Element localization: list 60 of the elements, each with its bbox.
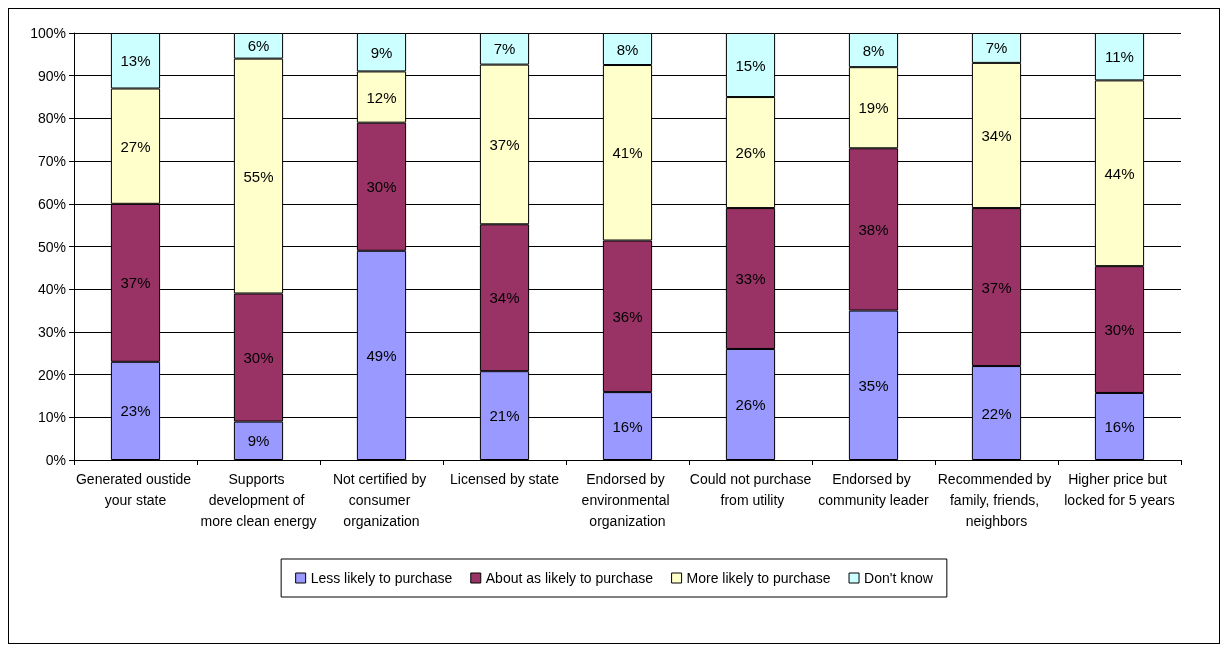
data-label: 12%	[366, 88, 397, 106]
data-label: 23%	[120, 402, 151, 420]
y-tick-label: 80%	[37, 110, 66, 127]
y-tick-label: 30%	[37, 323, 66, 340]
data-label: 49%	[366, 346, 397, 364]
x-tick-label: Higher price but locked for 5 years	[1064, 470, 1175, 508]
x-tick-label: Supports development of more clean energy	[200, 470, 317, 529]
data-label: 11%	[1105, 48, 1134, 66]
y-tick-label: 10%	[37, 409, 66, 426]
data-label: 7%	[985, 39, 1008, 57]
data-label: 44%	[1104, 164, 1135, 182]
data-label: 7%	[493, 40, 516, 58]
y-tick-label: 0%	[45, 452, 66, 468]
data-label: 41%	[612, 144, 643, 162]
data-label: 9%	[247, 432, 270, 450]
data-label: 30%	[366, 178, 397, 196]
x-tick-label: Endorsed by environmental organization	[581, 470, 674, 529]
x-tick-label: Licensed by state	[450, 470, 560, 487]
data-label: 13%	[120, 52, 151, 70]
data-label: 34%	[981, 126, 1012, 144]
data-label: 55%	[243, 167, 274, 185]
data-label: 9%	[370, 43, 393, 61]
data-label: 37%	[489, 135, 520, 153]
legend-label: More likely to purchase	[686, 570, 831, 586]
legend-label: Less likely to purchase	[310, 570, 453, 586]
data-label: 19%	[858, 99, 889, 117]
data-label: 16%	[612, 417, 643, 435]
y-tick-label: 90%	[37, 67, 66, 84]
data-label: 33%	[735, 270, 766, 288]
y-tick-label: 70%	[37, 153, 66, 170]
data-label: 35%	[858, 376, 889, 394]
x-tick-label: Could not purchase from utility	[689, 470, 812, 508]
x-tick-label: Generated oustide your state	[75, 470, 196, 508]
data-label: 30%	[243, 349, 274, 367]
legend-label: About as likely to purchase	[485, 570, 654, 586]
y-tick-label: 100%	[30, 25, 66, 41]
data-label: 30%	[1104, 321, 1135, 339]
data-label: 21%	[489, 407, 520, 425]
data-label: 16%	[1104, 417, 1135, 435]
x-tick-label: Recommended by family, friends, neighbors	[937, 470, 1056, 529]
data-label: 36%	[612, 307, 643, 325]
y-tick-label: 40%	[37, 281, 66, 298]
data-label: 26%	[735, 144, 766, 162]
data-label: 6%	[247, 37, 270, 55]
data-label: 38%	[858, 220, 889, 238]
data-label: 27%	[120, 137, 151, 155]
x-tick-label: Not certified by consumer organization	[332, 470, 431, 529]
y-tick-label: 20%	[37, 366, 66, 383]
data-label: 26%	[735, 395, 766, 413]
legend-label: Don't know	[864, 570, 934, 586]
y-tick-label: 60%	[37, 195, 66, 212]
data-label: 22%	[981, 404, 1012, 422]
data-label: 37%	[981, 278, 1012, 296]
data-label: 8%	[862, 41, 885, 59]
data-label: 34%	[489, 289, 520, 307]
data-label: 37%	[120, 274, 151, 292]
y-tick-label: 50%	[37, 238, 66, 255]
x-tick-label: Endorsed by community leader	[818, 470, 930, 508]
data-label: 15%	[735, 56, 766, 74]
data-label: 8%	[616, 40, 639, 58]
